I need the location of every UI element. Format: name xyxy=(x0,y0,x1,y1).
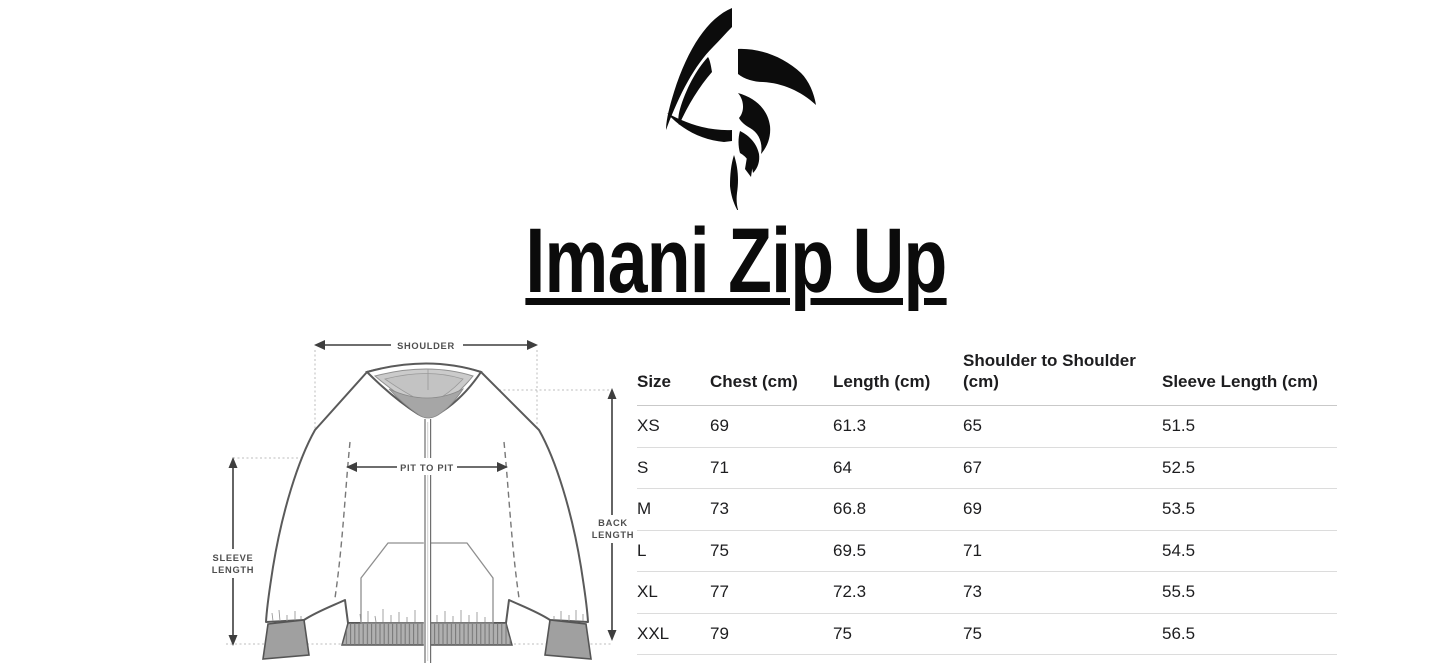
pocket-outline xyxy=(360,542,494,624)
pit-to-pit-label: PIT TO PIT xyxy=(400,463,454,473)
column-header-chest: Chest (cm) xyxy=(710,371,798,391)
spartan-helmet-logo-icon xyxy=(666,8,816,210)
cell-length: 75 xyxy=(833,623,852,643)
back-length-label2: LENGTH xyxy=(592,530,634,540)
cell-length: 64 xyxy=(833,457,852,477)
cell-sleeve-length: 51.5 xyxy=(1162,416,1196,436)
cell-length: 66.8 xyxy=(833,499,867,519)
zipper xyxy=(423,419,432,663)
cell-shoulder-to-shoulder: 69 xyxy=(963,499,982,519)
cell-shoulder-to-shoulder: 67 xyxy=(963,457,982,477)
table-row-l: L 75 69.5 71 54.5 xyxy=(637,531,1337,572)
back-length-label: BACK xyxy=(598,518,628,528)
table-header-row: Size Chest (cm) Length (cm) Shoulder to … xyxy=(637,337,1337,406)
table-row-xl: XL 77 72.3 73 55.5 xyxy=(637,572,1337,614)
cell-sleeve-length: 55.5 xyxy=(1162,582,1196,602)
cell-size: XS xyxy=(637,416,660,436)
cell-size: M xyxy=(637,499,652,519)
table-row-xxl: XXL 79 75 75 56.5 xyxy=(637,614,1337,655)
cell-sleeve-length: 53.5 xyxy=(1162,499,1196,519)
table-row-s: S 71 64 67 52.5 xyxy=(637,448,1337,489)
right-cuff xyxy=(544,619,592,660)
column-header-length: Length (cm) xyxy=(833,371,931,391)
cell-shoulder-to-shoulder: 73 xyxy=(963,582,982,602)
sleeve-length-label2: LENGTH xyxy=(212,565,254,575)
hoodie-sketch xyxy=(262,362,592,663)
cell-shoulder-to-shoulder: 65 xyxy=(963,416,982,436)
sleeve-length-label: SLEEVE xyxy=(213,553,254,563)
cell-chest: 79 xyxy=(710,623,729,643)
cell-shoulder-to-shoulder: 75 xyxy=(963,623,982,643)
measurement-annotations xyxy=(211,336,637,646)
column-header-size: Size xyxy=(637,371,672,391)
cell-chest: 69 xyxy=(710,416,729,436)
cell-shoulder-to-shoulder: 71 xyxy=(963,540,982,560)
cell-length: 72.3 xyxy=(833,582,867,602)
cell-size: S xyxy=(637,457,649,477)
cell-chest: 71 xyxy=(710,457,729,477)
cell-sleeve-length: 52.5 xyxy=(1162,457,1196,477)
left-cuff xyxy=(262,619,310,660)
cell-length: 61.3 xyxy=(833,416,867,436)
cell-size: XL xyxy=(637,582,658,602)
table-row-xs: XS 69 61.3 65 51.5 xyxy=(637,406,1337,448)
cell-chest: 77 xyxy=(710,582,729,602)
column-header-sleeve-length: Sleeve Length (cm) xyxy=(1162,371,1318,391)
table-row-m: M 73 66.8 69 53.5 xyxy=(637,489,1337,531)
cell-size: L xyxy=(637,540,647,560)
column-header-shoulder-to-shoulder: Shoulder to Shoulder (cm) xyxy=(963,350,1136,391)
hoodie-measurement-diagram: SHOULDER PIT TO PIT SLEEVE LENGTH BACK L… xyxy=(211,336,637,663)
cell-sleeve-length: 56.5 xyxy=(1162,623,1196,643)
cell-chest: 75 xyxy=(710,540,729,560)
page-title: Imani Zip Up xyxy=(525,210,947,312)
shoulder-label: SHOULDER xyxy=(397,341,455,351)
cell-chest: 73 xyxy=(710,499,729,519)
cell-length: 69.5 xyxy=(833,540,867,560)
cell-size: XXL xyxy=(637,623,670,643)
cell-sleeve-length: 54.5 xyxy=(1162,540,1196,560)
size-table: Size Chest (cm) Length (cm) Shoulder to … xyxy=(637,337,1337,655)
hood xyxy=(365,362,483,419)
